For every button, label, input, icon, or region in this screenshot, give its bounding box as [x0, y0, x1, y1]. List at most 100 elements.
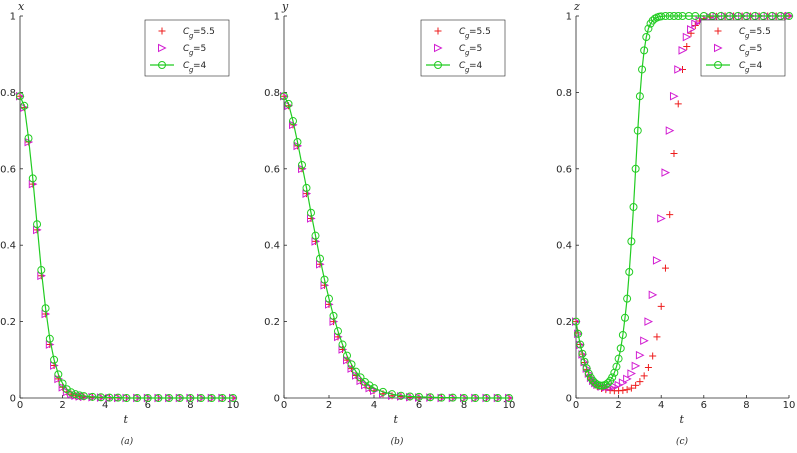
x-tick-label: 2 [59, 400, 65, 411]
circle-marker [298, 160, 306, 169]
panel-caption: (a) [121, 436, 134, 447]
x-tick-label: 2 [615, 400, 621, 411]
triangle-marker [674, 65, 683, 74]
circle-marker [37, 266, 46, 275]
circle-marker [218, 394, 227, 402]
circle-marker [105, 393, 114, 402]
y-tick-label: 0.2 [556, 317, 572, 328]
legend-subscript: g [465, 49, 470, 57]
triangle-marker [54, 374, 63, 384]
circle-marker [143, 394, 152, 402]
circle-marker [280, 92, 288, 101]
circle-marker [482, 394, 491, 402]
triangle-marker [648, 290, 658, 300]
x-tick-label: 4 [102, 400, 108, 411]
circle-marker [582, 364, 591, 373]
circle-marker [644, 24, 653, 33]
circle-marker [197, 394, 206, 402]
circle-marker [165, 394, 174, 402]
legend-label: =5 [193, 44, 206, 54]
circle-marker [75, 391, 84, 400]
circle-marker [388, 390, 396, 399]
series-line [19, 95, 233, 399]
circle-marker [716, 12, 725, 20]
x-tick-label: 8 [743, 400, 749, 411]
circle-marker [614, 354, 623, 363]
circle-marker [406, 392, 414, 401]
y-tick-label: 0.8 [556, 88, 572, 99]
circle-marker [448, 393, 457, 402]
triangle-marker [618, 378, 628, 388]
circle-marker [302, 183, 311, 192]
x-axis-label: t [394, 413, 399, 426]
circle-marker [28, 174, 37, 183]
plus-marker [657, 302, 665, 310]
circle-marker [460, 394, 468, 402]
circle-marker [471, 394, 480, 402]
circle-marker [661, 12, 670, 20]
circle-marker [16, 92, 24, 101]
circle-marker [708, 12, 717, 20]
plus-marker [661, 264, 669, 272]
circle-marker [684, 12, 693, 20]
legend-subscript: g [745, 49, 750, 57]
series-2 [280, 91, 514, 403]
plus-marker [683, 43, 691, 51]
circle-marker [767, 12, 776, 20]
circle-marker [158, 61, 166, 69]
circle-marker [603, 379, 612, 388]
circle-marker [620, 313, 629, 322]
circle-marker [58, 379, 67, 388]
plus-marker [674, 100, 682, 108]
y-tick-label: 0.2 [0, 317, 16, 328]
triangle-marker [158, 43, 167, 53]
circle-marker [54, 370, 63, 379]
circle-marker [638, 65, 647, 74]
circle-marker [505, 394, 513, 402]
circle-marker [45, 334, 54, 343]
x-tick-label: 8 [187, 400, 193, 411]
triangle-marker [370, 386, 379, 396]
triangle-marker [361, 380, 370, 390]
circle-marker [635, 92, 644, 101]
y-tick-label: 1 [566, 12, 572, 23]
y-tick-label: 0 [10, 394, 16, 405]
y-tick-label: 0.6 [556, 164, 572, 175]
triangle-marker [347, 364, 357, 373]
circle-marker [699, 12, 708, 20]
y-tick-label: 0 [566, 394, 572, 405]
circle-marker [623, 294, 632, 303]
series-1 [280, 92, 513, 402]
triangle-marker [610, 382, 619, 391]
circle-marker [284, 99, 293, 108]
triangle-marker [623, 374, 632, 384]
triangle-marker [352, 371, 361, 380]
y-axis-label: z [573, 0, 580, 13]
plus-marker [670, 150, 678, 158]
x-tick-label: 10 [783, 400, 796, 411]
circle-marker [642, 33, 651, 42]
legend-subscript: g [465, 66, 470, 74]
circle-marker [578, 349, 587, 358]
y-tick-label: 1 [10, 12, 16, 23]
legend-subscript: g [189, 66, 194, 74]
legend-subscript: g [465, 32, 470, 40]
triangle-marker [365, 383, 375, 393]
circle-marker [691, 12, 700, 20]
plus-marker [666, 211, 674, 219]
triangle-marker [661, 168, 671, 177]
legend-label: =4 [469, 61, 483, 71]
circle-marker [71, 390, 80, 399]
triangle-marker [678, 46, 688, 55]
series-line [283, 95, 509, 399]
circle-marker [334, 327, 342, 336]
circle-marker [122, 394, 131, 402]
x-tick-label: 0 [17, 400, 23, 411]
plus-marker [706, 13, 714, 21]
series-3 [572, 12, 793, 390]
circle-marker [629, 203, 638, 211]
